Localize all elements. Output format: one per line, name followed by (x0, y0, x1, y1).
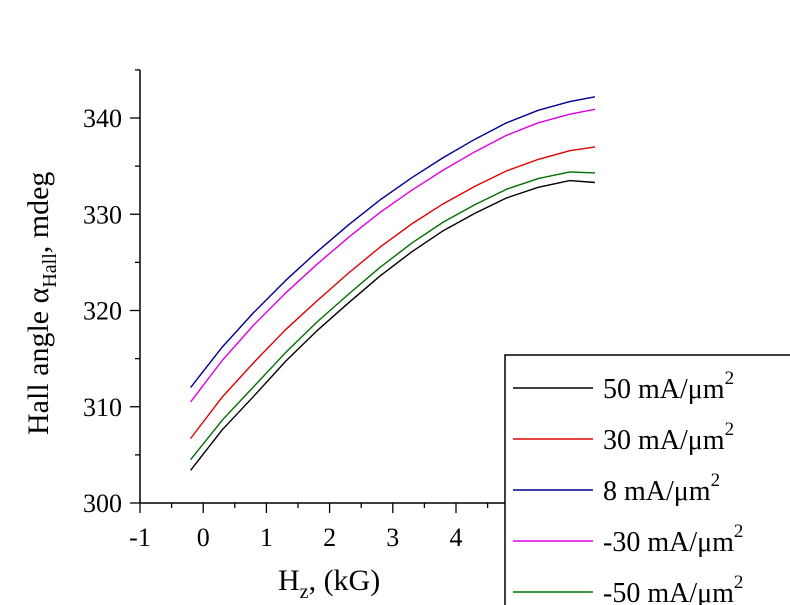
y-tick-label: 340 (83, 104, 122, 133)
y-axis-title: Hall angle αHall, mdeg (22, 172, 61, 435)
legend-entry-label: 50 mA/μm2 (603, 368, 734, 405)
y-tick-label: 310 (83, 393, 122, 422)
y-tick-label: 320 (83, 297, 122, 326)
x-tick-label: 2 (323, 523, 336, 552)
x-tick-label: 4 (450, 523, 463, 552)
series-line-5 (190, 171, 596, 461)
legend-entry-label: -30 mA/μm2 (603, 521, 743, 558)
y-tick-label: 330 (83, 200, 122, 229)
series-line-2 (190, 146, 596, 439)
x-tick-label: 3 (386, 523, 399, 552)
series-layer (190, 96, 596, 471)
x-tick-label: 0 (197, 523, 210, 552)
legend-entry-label: -50 mA/μm2 (603, 572, 743, 605)
x-axis-title: Hz, (kG) (278, 564, 380, 603)
legend-entry-label: 8 mA/μm2 (603, 470, 720, 507)
legend-entry-label: 30 mA/μm2 (603, 419, 734, 456)
series-line-3 (190, 96, 596, 388)
series-line-1 (190, 179, 596, 471)
x-tick-label: -1 (129, 523, 151, 552)
y-tick-label: 300 (83, 489, 122, 518)
axes: 300 310 320 330 340 -1 0 1 2 3 4 Hz, (kG) Hall angle… (22, 69, 640, 603)
legend: 50 mA/μm2 30 mA/μm2 8 mA/μm2 -30 mA/μm2 -50 … (504, 354, 790, 605)
series-line-4 (190, 108, 596, 403)
legend-box (504, 354, 790, 605)
x-tick-label: 1 (260, 523, 273, 552)
